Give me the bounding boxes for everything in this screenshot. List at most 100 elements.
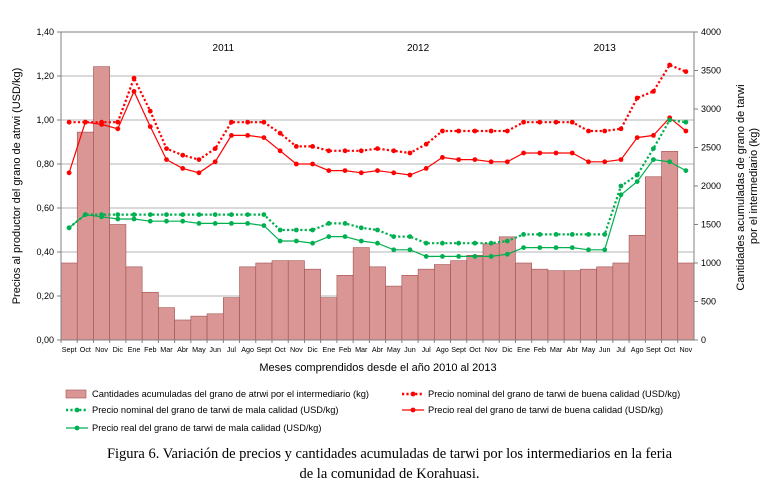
series-point xyxy=(586,128,591,134)
bar xyxy=(645,176,662,341)
series-point xyxy=(667,159,673,165)
series-point xyxy=(440,254,445,259)
series-point xyxy=(391,170,397,176)
x-tick-label: Oct xyxy=(469,345,480,354)
series-point xyxy=(82,212,88,218)
bar xyxy=(336,275,354,341)
series-point xyxy=(310,161,315,167)
bar xyxy=(466,255,484,341)
x-tick-label: Jul xyxy=(616,345,626,354)
series-point xyxy=(569,150,575,156)
left-tick-label: 1,00 xyxy=(36,115,54,125)
right-tick-label: 3500 xyxy=(701,66,721,76)
left-tick-label: 0,60 xyxy=(36,203,54,213)
x-tick-label: Feb xyxy=(339,345,351,354)
x-tick-label: Ago xyxy=(436,345,449,354)
legend: Cantidades acumuladas del grano de atrwi… xyxy=(65,389,680,433)
x-tick-label: May xyxy=(192,345,206,354)
series-point xyxy=(634,172,640,178)
series-point xyxy=(553,245,559,251)
series-point xyxy=(342,221,348,226)
bar xyxy=(612,262,630,341)
series-point xyxy=(683,128,689,134)
line-series xyxy=(66,62,689,259)
figure-caption-line1: Figura 6. Variación de precios y cantida… xyxy=(106,446,673,462)
bar xyxy=(320,297,338,341)
right-tick-label: 1000 xyxy=(701,258,721,268)
bar xyxy=(304,268,321,341)
x-tick-label: Ago xyxy=(631,345,644,354)
series-point xyxy=(569,232,575,237)
series-point xyxy=(407,234,413,240)
series-point xyxy=(358,148,364,154)
series-point xyxy=(261,119,267,125)
legend-label: Cantidades acumuladas del grano de atrwi… xyxy=(92,389,369,399)
right-tick-label: 2500 xyxy=(701,143,721,153)
series-point xyxy=(229,133,234,138)
series-point xyxy=(407,150,413,156)
series-point xyxy=(488,159,494,165)
x-tick-label: Dic xyxy=(502,345,513,354)
series-point xyxy=(180,152,186,158)
y-axis-left-label: Precios al productor del grano de atrwi … xyxy=(11,68,23,305)
bar xyxy=(239,266,257,341)
x-tick-label: Jun xyxy=(209,345,221,354)
series-point xyxy=(537,150,543,156)
x-tick-label: Nov xyxy=(679,345,692,354)
series-point xyxy=(342,148,348,154)
series-point xyxy=(488,128,494,134)
x-tick-label: Ene xyxy=(322,345,335,354)
bar xyxy=(596,266,614,341)
series-point xyxy=(212,212,218,218)
series-line xyxy=(68,89,687,176)
legend-label: Precio nominal del grano de tarwi de mal… xyxy=(92,405,339,415)
series-point xyxy=(180,218,186,224)
series-point xyxy=(488,240,494,246)
series-point xyxy=(277,148,283,154)
series-point xyxy=(553,150,559,156)
series-point xyxy=(147,218,153,224)
series-point xyxy=(99,122,104,127)
series-point xyxy=(423,166,429,171)
series-point xyxy=(683,168,689,174)
series-point xyxy=(456,128,462,134)
x-tick-label: Oct xyxy=(80,345,91,354)
series-point xyxy=(358,225,364,231)
bar xyxy=(190,315,208,341)
x-tick-label: Jun xyxy=(599,345,611,354)
x-tick-label: Feb xyxy=(534,345,546,354)
bar xyxy=(677,262,695,341)
gridlines xyxy=(61,75,694,297)
year-label: 2013 xyxy=(594,43,617,54)
right-tick-label: 4000 xyxy=(701,27,721,37)
right-tick-label: 3000 xyxy=(701,104,721,114)
x-tick-label: Sept xyxy=(256,345,271,354)
series-point xyxy=(293,144,299,149)
bar-series xyxy=(60,66,695,341)
bar xyxy=(385,285,403,341)
series-point xyxy=(131,89,137,94)
series-point xyxy=(196,221,202,226)
bar xyxy=(434,264,451,341)
x-tick-label: Oct xyxy=(275,345,286,354)
series-point xyxy=(521,245,526,251)
bar xyxy=(661,151,679,341)
series-point xyxy=(586,247,591,253)
series-point xyxy=(115,212,121,218)
series-point xyxy=(245,119,251,125)
series-point xyxy=(147,108,153,114)
series-point xyxy=(293,227,299,233)
bar xyxy=(60,262,78,341)
legend-label: Precio real del grano de tarwi de buena … xyxy=(428,405,663,415)
series-point xyxy=(212,221,218,226)
legend-swatch xyxy=(65,389,87,399)
left-tick-label: 0,80 xyxy=(36,159,54,169)
series-point xyxy=(310,144,315,149)
legend-marker xyxy=(410,391,416,397)
series-point xyxy=(651,146,656,152)
y-axis-right-label-line1: Cantidades acumuladas de grano de tarwi xyxy=(735,84,747,290)
series-point xyxy=(586,232,591,237)
series-point xyxy=(667,62,673,68)
series-point xyxy=(423,240,429,246)
series-point xyxy=(131,212,137,218)
